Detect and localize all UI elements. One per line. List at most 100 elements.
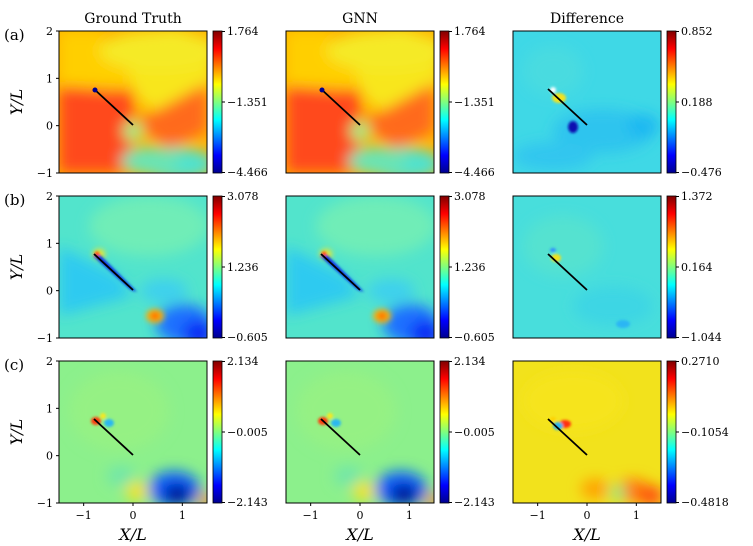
colorbar-max-label: 0.2710 — [681, 355, 720, 368]
field-image — [286, 361, 434, 503]
colorbar-b-ground-truth: 3.078 1.236 −0.605 — [212, 190, 268, 344]
y-tick-label: 0 — [46, 285, 53, 298]
column-title-ground-truth: Ground Truth — [84, 11, 181, 27]
y-tick-label: 1 — [46, 237, 53, 250]
panel-b-gnn — [285, 195, 435, 339]
colorbar-c-difference: 0.2710 −0.1054 −0.4818 — [666, 355, 729, 509]
plate-line — [93, 253, 134, 291]
column-title-difference: Difference — [550, 11, 624, 27]
field-image — [59, 196, 207, 338]
x-tick-label: 0 — [130, 509, 137, 522]
colorbar-min-label: −0.4818 — [681, 496, 729, 509]
colorbar-max-label: 2.134 — [454, 355, 486, 368]
panel-a-gnn — [285, 30, 435, 174]
colorbar-min-label: −0.476 — [681, 166, 722, 179]
plate-line — [547, 418, 588, 456]
y-tick-label: 0 — [46, 450, 53, 463]
x-tick-label: 0 — [357, 509, 364, 522]
colorbar-c-gnn: 2.134 −0.005 −2.143 — [439, 355, 495, 509]
x-axis-label-col-3: X/L — [571, 525, 600, 544]
panel-a-difference — [512, 30, 662, 174]
panel-c-difference — [512, 360, 662, 504]
colorbar-b-difference: 1.372 0.164 −1.044 — [666, 190, 722, 344]
panel-a-ground-truth — [58, 30, 208, 174]
colorbar-max-label: 0.852 — [681, 25, 713, 38]
y-axis-label-row-c: Y/L — [7, 419, 26, 446]
plate-line — [547, 88, 588, 126]
colorbar-min-label: −4.466 — [454, 166, 495, 179]
row-label-b: (b) — [4, 191, 25, 209]
x-axis-label-col-1: X/L — [117, 525, 146, 544]
field-image — [513, 31, 661, 173]
colorbar-mid-label: −0.005 — [454, 426, 495, 439]
colorbar-max-label: 1.372 — [681, 190, 713, 203]
colorbar-mid-label: 1.236 — [454, 261, 486, 274]
colorbar-min-label: −4.466 — [227, 166, 268, 179]
colorbar-max-label: 3.078 — [227, 190, 259, 203]
colorbar-a-gnn: 1.764 −1.351 −4.466 — [439, 25, 495, 179]
x-tick-label: 1 — [179, 509, 186, 522]
colorbar-min-label: −2.143 — [454, 496, 495, 509]
x-tick-label: −1 — [303, 509, 319, 522]
y-tick-label: 2 — [46, 25, 53, 38]
colorbar-mid-label: −1.351 — [454, 96, 495, 109]
panel-b-ground-truth — [58, 195, 208, 339]
row-label-c: (c) — [4, 356, 24, 374]
colorbar-max-label: 1.764 — [227, 25, 259, 38]
plate-line — [320, 418, 361, 456]
colorbar-min-label: −1.044 — [681, 331, 722, 344]
leading-edge-mark — [92, 87, 98, 93]
colorbar-a-ground-truth: 1.764 −1.351 −4.466 — [212, 25, 268, 179]
plate-line — [547, 253, 588, 291]
x-tick-label: 1 — [406, 509, 413, 522]
colorbar-mid-label: 1.236 — [227, 261, 259, 274]
leading-edge-mark — [319, 87, 325, 93]
colorbar-mid-label: 0.164 — [681, 261, 713, 274]
y-tick-label: 2 — [46, 355, 53, 368]
y-tick-label: 1 — [46, 72, 53, 85]
panel-b-difference — [512, 195, 662, 339]
colorbar-mid-label: 0.188 — [681, 96, 713, 109]
colorbar-mid-label: −0.005 — [227, 426, 268, 439]
colorbar-mid-label: −0.1054 — [681, 426, 729, 439]
colorbar-max-label: 2.134 — [227, 355, 259, 368]
plate-line — [320, 253, 361, 291]
colorbar-c-ground-truth: 2.134 −0.005 −2.143 — [212, 355, 268, 509]
colorbar-min-label: −0.605 — [227, 331, 268, 344]
panel-c-ground-truth — [58, 360, 208, 504]
y-axis-label-row-b: Y/L — [7, 254, 26, 281]
y-tick-label: −1 — [37, 332, 53, 345]
y-tick-label: −1 — [37, 167, 53, 180]
axis-ticks: −1 0 1 2 −1 0 1 2 −1 0 1 2 −1 0 1 −1 0 1 −1 0 1 — [37, 25, 640, 522]
row-label-a: (a) — [4, 26, 25, 44]
field-image — [286, 31, 434, 173]
colorbar-mid-label: −1.351 — [227, 96, 268, 109]
field-image — [59, 361, 207, 503]
colorbar-b-gnn: 3.078 1.236 −0.605 — [439, 190, 495, 344]
y-tick-label: 0 — [46, 120, 53, 133]
plate-line — [93, 88, 134, 126]
field-image — [513, 196, 661, 338]
field-image — [286, 196, 434, 338]
colorbar-max-label: 3.078 — [454, 190, 486, 203]
x-tick-label: −1 — [530, 509, 546, 522]
colorbar-min-label: −2.143 — [227, 496, 268, 509]
y-axis-label-row-a: Y/L — [7, 89, 26, 116]
y-tick-label: 2 — [46, 190, 53, 203]
colorbar-min-label: −0.605 — [454, 331, 495, 344]
y-tick-label: 1 — [46, 402, 53, 415]
column-title-gnn: GNN — [342, 11, 378, 27]
panel-c-gnn — [285, 360, 435, 504]
plate-line — [320, 88, 361, 126]
colorbar-max-label: 1.764 — [454, 25, 486, 38]
plate-line — [93, 418, 134, 456]
colorbar-a-difference: 0.852 0.188 −0.476 — [666, 25, 722, 179]
field-image — [513, 361, 661, 503]
field-image — [59, 31, 207, 173]
y-tick-label: −1 — [37, 497, 53, 510]
x-tick-label: 0 — [584, 509, 591, 522]
x-tick-label: 1 — [633, 509, 640, 522]
x-axis-label-col-2: X/L — [344, 525, 373, 544]
x-tick-label: −1 — [76, 509, 92, 522]
